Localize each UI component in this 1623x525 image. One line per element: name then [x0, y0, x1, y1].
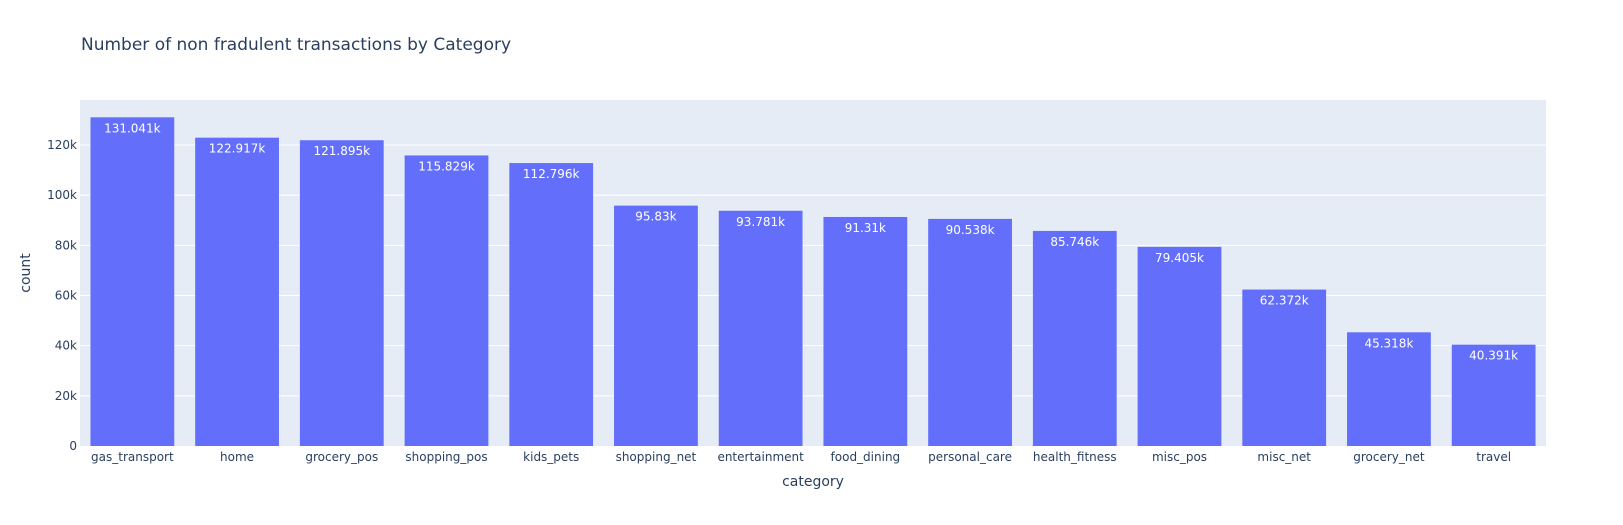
- y-axis-title: count: [18, 253, 34, 293]
- bar-labels: 131.041k 122.917k 121.895k 115.829k 112.796k…: [104, 121, 1518, 362]
- bar-value-label: 90.538k: [946, 223, 995, 237]
- x-tick-label: personal_care: [928, 450, 1012, 464]
- x-tick-label: grocery_pos: [305, 450, 378, 464]
- bar-grocery_net[interactable]: [1347, 332, 1431, 446]
- bar-shopping_net[interactable]: [614, 205, 698, 446]
- x-tick-label: kids_pets: [523, 450, 579, 464]
- bar-entertainment[interactable]: [718, 210, 803, 446]
- bar-kids_pets[interactable]: [509, 163, 594, 446]
- bar-value-label: 62.372k: [1260, 294, 1309, 308]
- bar-shopping_pos[interactable]: [404, 155, 489, 446]
- bar-value-label: 91.31k: [845, 221, 886, 235]
- bar-value-label: 95.83k: [635, 210, 676, 224]
- x-axis-title: category: [782, 474, 844, 490]
- chart-title: Number of non fradulent transactions by …: [81, 35, 511, 55]
- x-tick-label: health_fitness: [1033, 450, 1117, 464]
- bar-value-label: 121.895k: [313, 144, 370, 158]
- bar-value-label: 93.781k: [736, 215, 785, 229]
- y-tick-label: 20k: [55, 389, 77, 403]
- x-tick-label: shopping_pos: [405, 450, 487, 464]
- bar-value-label: 85.746k: [1050, 235, 1099, 249]
- bars: [90, 117, 1536, 447]
- y-tick-label: 100k: [47, 188, 77, 202]
- bar-food_dining[interactable]: [823, 216, 908, 446]
- x-tick-label: home: [220, 450, 254, 464]
- bar-personal_care[interactable]: [928, 218, 1012, 446]
- x-tick-label: shopping_net: [616, 450, 697, 464]
- bar-value-label: 79.405k: [1155, 251, 1204, 265]
- bar-grocery_pos[interactable]: [299, 140, 384, 447]
- x-tick-label: travel: [1476, 450, 1511, 464]
- bar-gas_transport[interactable]: [90, 117, 175, 447]
- y-tick-label: 120k: [47, 138, 77, 152]
- x-tick-label: misc_net: [1257, 450, 1311, 464]
- x-tick-label: entertainment: [717, 450, 804, 464]
- bar-travel[interactable]: [1451, 344, 1536, 446]
- x-tick-label: food_dining: [831, 450, 901, 464]
- y-tick-label: 0: [69, 439, 77, 453]
- bar-value-label: 122.917k: [209, 142, 266, 156]
- bar-value-label: 115.829k: [418, 159, 475, 173]
- x-axis-ticks: gas_transport home grocery_pos shopping_pos…: [91, 450, 1511, 464]
- y-tick-label: 40k: [55, 339, 77, 353]
- y-tick-label: 60k: [55, 288, 77, 302]
- x-tick-label: misc_pos: [1152, 450, 1207, 464]
- bar-misc_pos[interactable]: [1137, 246, 1222, 446]
- bar-value-label: 112.796k: [523, 167, 580, 181]
- x-tick-label: grocery_net: [1353, 450, 1425, 464]
- y-tick-label: 80k: [55, 238, 77, 252]
- bar-misc_net[interactable]: [1242, 289, 1327, 446]
- x-tick-label: gas_transport: [91, 450, 174, 464]
- bar-health_fitness[interactable]: [1032, 230, 1117, 446]
- bar-value-label: 131.041k: [104, 121, 161, 135]
- y-axis-ticks: 0 20k 40k 60k 80k 100k 120k: [47, 138, 77, 453]
- bar-value-label: 40.391k: [1469, 349, 1518, 363]
- bar-value-label: 45.318k: [1364, 336, 1413, 350]
- bar-home[interactable]: [195, 137, 279, 446]
